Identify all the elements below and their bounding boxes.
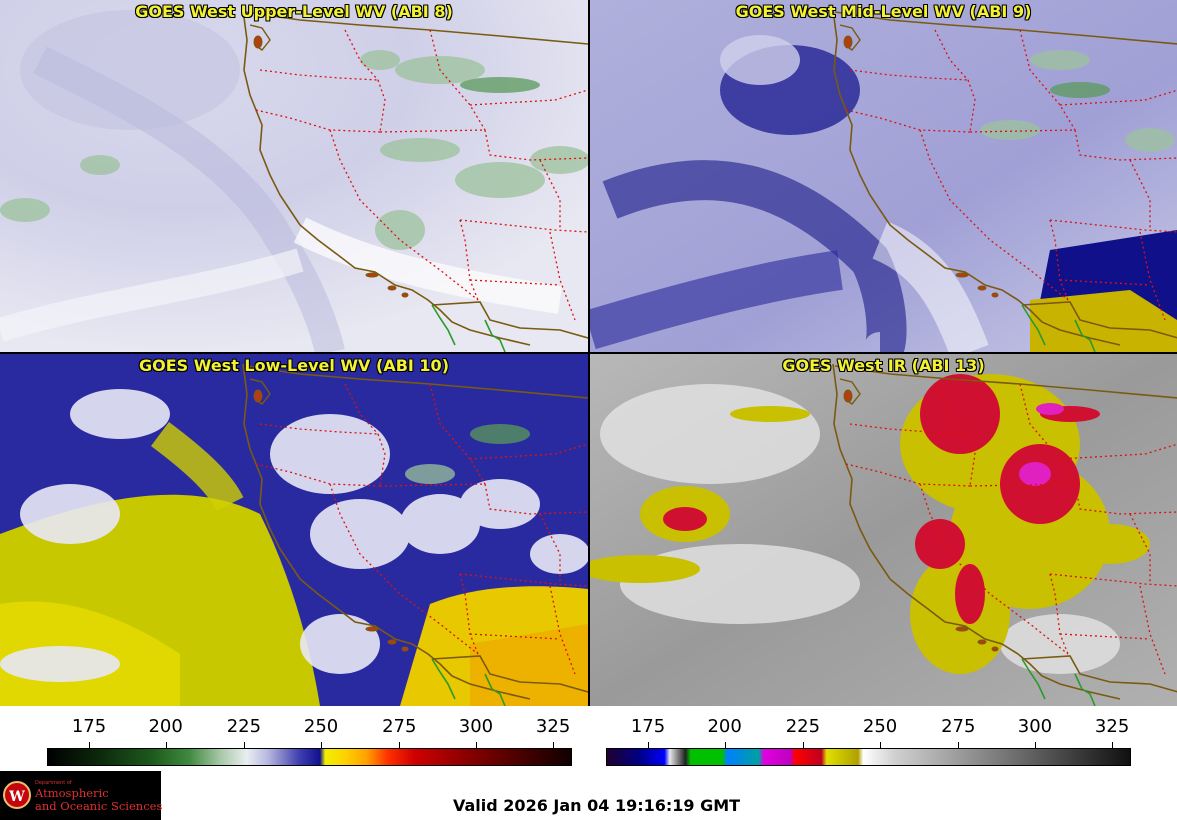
tick-label: 275 [382, 716, 417, 737]
tick-label: 175 [71, 716, 107, 737]
wv-colorbar: 175 200 225 250 275 300 325 [47, 714, 572, 770]
logo-line-1: Atmospheric [35, 786, 109, 800]
ir-colorbar-ticks: 175 200 225 250 275 300 325 [606, 714, 1131, 748]
svg-text:W: W [8, 789, 25, 805]
tick-label: 200 [707, 716, 742, 737]
upper-level-wv-panel: GOES West Upper-Level WV (ABI 8) [0, 0, 588, 352]
upper-level-wv-image [0, 0, 588, 352]
tick-label: 325 [535, 716, 571, 737]
tick-label: 300 [458, 716, 494, 737]
panel-title: GOES West Mid-Level WV (ABI 9) [735, 2, 1032, 21]
mid-level-wv-image [590, 0, 1177, 352]
ir-colorbar-gradient [606, 748, 1131, 766]
low-level-wv-image [0, 354, 588, 706]
wv-colorbar-ticks: 175 200 225 250 275 300 325 [47, 714, 572, 748]
tick-label: 300 [1017, 716, 1053, 737]
tick-label: 225 [785, 716, 821, 737]
panel-divider-horizontal [0, 352, 1177, 354]
aos-logo[interactable]: W Department of Atmospheric and Oceanic … [0, 771, 163, 820]
tick-label: 175 [630, 716, 666, 737]
panel-title: GOES West IR (ABI 13) [782, 356, 985, 375]
tick-label: 275 [941, 716, 976, 737]
tick-label: 250 [303, 716, 339, 737]
uw-crest-icon: W [3, 781, 31, 809]
ir-image [590, 354, 1177, 706]
logo-line-2: and Oceanic Sciences [35, 799, 163, 813]
valid-time: Valid 2026 Jan 04 19:16:19 GMT [453, 796, 741, 815]
mid-level-wv-panel: GOES West Mid-Level WV (ABI 9) [590, 0, 1177, 352]
panel-title: GOES West Low-Level WV (ABI 10) [138, 356, 449, 375]
ir-colorbar: 175 200 225 250 275 300 325 [606, 714, 1131, 770]
tick-label: 200 [148, 716, 183, 737]
tick-label: 325 [1094, 716, 1130, 737]
tick-label: 250 [862, 716, 898, 737]
panel-title: GOES West Upper-Level WV (ABI 8) [135, 2, 453, 21]
ir-panel: GOES West IR (ABI 13) [590, 354, 1177, 706]
tick-label: 225 [226, 716, 262, 737]
logo-department-text: Department of [35, 780, 72, 786]
wv-colorbar-gradient [47, 748, 572, 766]
low-level-wv-panel: GOES West Low-Level WV (ABI 10) [0, 354, 588, 706]
